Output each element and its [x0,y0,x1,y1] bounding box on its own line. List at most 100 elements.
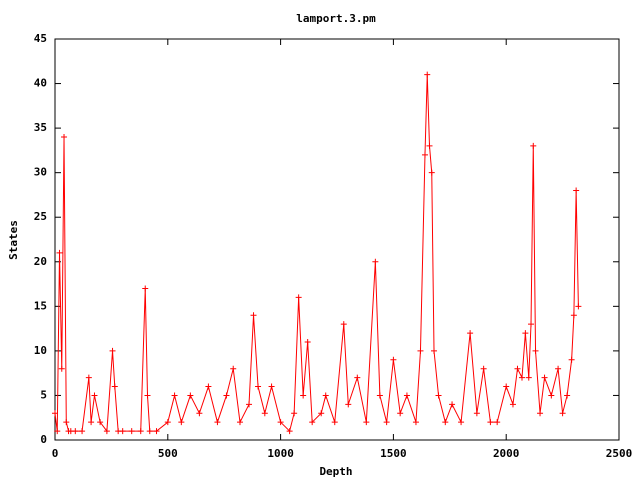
point [85,374,92,381]
point [196,410,203,417]
point [61,134,68,141]
x-tick-label: 2500 [606,447,633,460]
chart-title: lamport.3.pm [296,12,376,25]
point [137,428,144,435]
point [295,294,302,301]
y-tick-label: 0 [40,433,47,446]
point [417,347,424,354]
point [354,374,361,381]
y-axis-label: States [7,220,20,260]
point [449,401,456,408]
point [522,330,529,337]
point [250,312,257,319]
point [91,392,98,399]
point [428,169,435,176]
point [494,419,501,426]
point [109,347,116,354]
point [223,392,230,399]
y-tick-label: 40 [34,77,47,90]
point [530,142,537,149]
point [171,392,178,399]
point [97,419,104,426]
point [142,285,149,292]
point [300,392,307,399]
point [178,419,185,426]
point [340,321,347,328]
y-tick-label: 5 [40,388,47,401]
point [230,365,237,372]
point [146,428,153,435]
y-tick-label: 15 [34,299,47,312]
x-tick-label: 1500 [380,447,407,460]
point [286,428,293,435]
point [246,401,253,408]
point [187,392,194,399]
point [103,428,110,435]
point [518,374,525,381]
point [111,383,118,390]
point [412,419,419,426]
point [56,249,63,256]
point [236,419,243,426]
point [537,410,544,417]
point [528,321,535,328]
x-tick-label: 500 [158,447,178,460]
point [72,428,79,435]
point [318,410,325,417]
point [52,410,58,417]
point [473,410,480,417]
point [58,365,65,372]
point [345,401,352,408]
x-axis-label: Depth [319,465,352,478]
point [214,419,221,426]
point [128,428,135,435]
y-tick-label: 45 [34,32,47,45]
point [575,303,582,310]
point [442,419,449,426]
point [164,419,171,426]
point [570,312,577,319]
point [205,383,212,390]
point [277,419,284,426]
point [119,428,126,435]
point [555,365,562,372]
x-tick-label: 2000 [493,447,520,460]
point [458,419,465,426]
plot-border [54,38,620,441]
y-tick-label: 35 [34,121,47,134]
point [255,383,262,390]
point [467,330,474,337]
point [88,419,95,426]
point [390,356,397,363]
point [541,374,548,381]
point [397,410,404,417]
point [487,419,494,426]
point [383,419,390,426]
point [322,392,329,399]
y-tick-label: 25 [34,210,47,223]
y-tick-label: 20 [34,255,47,268]
point [79,428,86,435]
point [309,419,316,426]
point [54,428,61,435]
point [403,392,410,399]
point [372,258,379,265]
y-tick-label: 10 [34,344,47,357]
point [573,187,580,194]
point [153,428,160,435]
point [261,410,268,417]
point [421,151,428,158]
point [564,392,571,399]
point [532,347,539,354]
point [426,142,433,149]
point [63,419,70,426]
x-tick-label: 1000 [267,447,294,460]
point [568,356,575,363]
point [514,365,521,372]
point [509,401,516,408]
point [363,419,370,426]
x-tick-label: 0 [52,447,59,460]
point [376,392,383,399]
